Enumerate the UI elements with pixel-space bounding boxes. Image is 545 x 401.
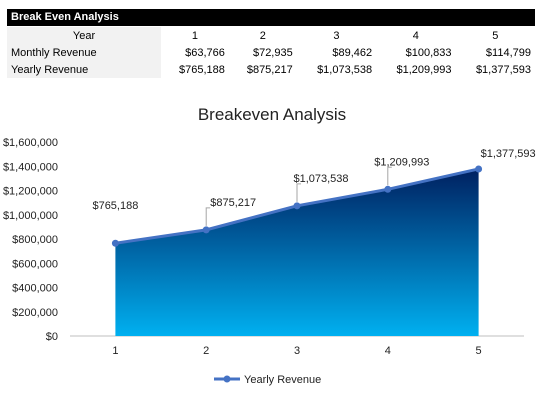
table-cell[interactable]: $72,935 — [252, 46, 293, 59]
table-cell[interactable]: $100,833 — [405, 46, 452, 59]
data-point[interactable] — [293, 202, 301, 210]
sheet-header: Break Even Analysis — [7, 9, 535, 26]
table-cell[interactable]: $1,377,593 — [475, 63, 531, 76]
data-label: $1,377,593 — [481, 148, 536, 160]
y-tick-label: $1,400,000 — [3, 161, 58, 173]
data-label: $1,209,993 — [374, 156, 429, 168]
leader-line — [387, 166, 392, 186]
y-tick-label: $1,200,000 — [3, 186, 58, 198]
table-cell[interactable]: 1 — [191, 29, 198, 42]
table-cell[interactable]: $1,209,993 — [396, 63, 452, 76]
x-tick-label: 3 — [294, 345, 300, 357]
leader-line — [296, 183, 301, 202]
table-cell[interactable]: 2 — [259, 29, 266, 42]
data-label: $765,188 — [92, 200, 138, 212]
table-cell[interactable]: $875,217 — [246, 63, 293, 76]
series-area[interactable] — [115, 168, 479, 336]
table-cell[interactable]: $63,766 — [185, 46, 225, 59]
legend-marker — [223, 375, 231, 383]
legend-label[interactable]: Yearly Revenue — [244, 374, 321, 386]
chart-title: Breakeven Analysis — [198, 105, 346, 124]
x-tick-label: 5 — [476, 345, 482, 357]
row-label-monthly-revenue[interactable]: Monthly Revenue — [7, 44, 161, 61]
data-point[interactable] — [111, 239, 119, 247]
data-point[interactable] — [384, 185, 392, 193]
y-tick-label: $800,000 — [12, 234, 58, 246]
x-tick-label: 2 — [203, 345, 209, 357]
data-table: Year 1 2 3 4 5 Monthly Revenue $63,766 $… — [7, 27, 535, 78]
x-tick-label: 1 — [112, 345, 118, 357]
data-point[interactable] — [475, 165, 483, 173]
data-label: $875,217 — [210, 197, 256, 209]
table-row: Yearly Revenue $765,188 $875,217 $1,073,… — [7, 61, 535, 78]
row-label-year[interactable]: Year — [7, 27, 161, 44]
table-cell[interactable]: 5 — [492, 29, 499, 42]
table-row: Year 1 2 3 4 5 — [7, 27, 535, 44]
table-row: Monthly Revenue $63,766 $72,935 $89,462 … — [7, 44, 535, 61]
table-cell[interactable]: $89,462 — [332, 46, 373, 59]
table-cell[interactable]: $1,073,538 — [317, 63, 373, 76]
breakeven-chart[interactable]: Breakeven Analysis $0 $200,000 $400,000 $600… — [0, 96, 545, 396]
row-label-yearly-revenue[interactable]: Yearly Revenue — [7, 61, 161, 78]
y-tick-label: $200,000 — [12, 307, 58, 319]
table-cell[interactable]: $765,188 — [178, 63, 225, 76]
table-cell[interactable]: $114,799 — [485, 46, 531, 59]
y-tick-label: $1,000,000 — [3, 210, 58, 222]
leader-line — [205, 207, 211, 226]
table-cell[interactable]: 3 — [333, 29, 340, 42]
y-tick-label: $1,600,000 — [3, 137, 58, 149]
data-label: $1,073,538 — [293, 173, 348, 185]
y-tick-label: $400,000 — [12, 283, 58, 295]
y-tick-label: $0 — [46, 331, 58, 343]
data-point[interactable] — [202, 226, 210, 234]
table-cell[interactable]: 4 — [412, 29, 419, 42]
x-tick-label: 4 — [385, 345, 391, 357]
y-tick-label: $600,000 — [12, 258, 58, 270]
